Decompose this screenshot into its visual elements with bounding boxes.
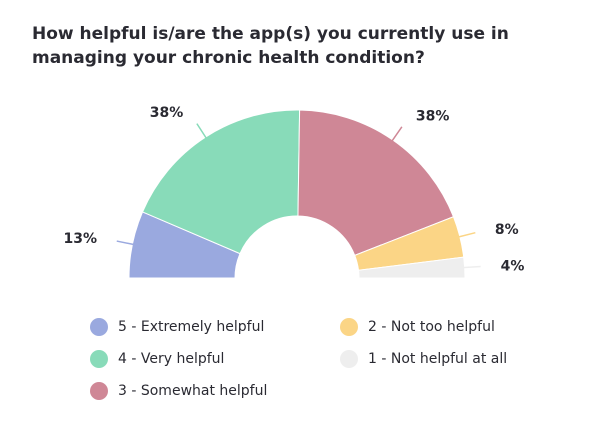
legend-swatch-4 <box>340 318 358 336</box>
slice-2 <box>141 109 301 255</box>
leader-line-2 <box>196 123 208 140</box>
leader-line-3 <box>391 126 403 143</box>
legend-item-2: 4 - Very helpful <box>90 350 224 368</box>
legend-label-2: 4 - Very helpful <box>118 351 225 367</box>
data-label-4: 8% <box>495 222 519 238</box>
leader-line-5 <box>462 265 481 269</box>
legend-item-3: 3 - Somewhat helpful <box>90 382 267 400</box>
legend-label-5: 1 - Not helpful at all <box>368 351 508 367</box>
slice-3 <box>297 109 455 257</box>
legend-swatch-2 <box>90 350 108 368</box>
data-label-2: 38% <box>150 105 184 121</box>
data-label-1: 13% <box>64 231 98 247</box>
leader-line-1 <box>116 240 135 246</box>
legend: 5 - Extremely helpful 4 - Very helpful 3 -… <box>90 318 570 408</box>
legend-label-4: 2 - Not too helpful <box>368 319 495 335</box>
semi-donut-chart: 13% 38% 38% 8% 4% <box>64 105 525 279</box>
legend-swatch-3 <box>90 382 108 400</box>
data-label-5: 4% <box>501 259 525 275</box>
leader-line-4 <box>457 231 476 238</box>
legend-swatch-5 <box>340 350 358 368</box>
slice-5 <box>357 256 466 279</box>
legend-swatch-1 <box>90 318 108 336</box>
legend-item-4: 2 - Not too helpful <box>340 318 495 336</box>
legend-label-3: 3 - Somewhat helpful <box>118 383 268 399</box>
legend-item-1: 5 - Extremely helpful <box>90 318 264 336</box>
chart-title: How helpful is/are the app(s) you curren… <box>32 24 509 68</box>
legend-label-1: 5 - Extremely helpful <box>118 319 265 335</box>
legend-item-5: 1 - Not helpful at all <box>340 350 507 368</box>
data-label-3: 38% <box>416 108 450 124</box>
